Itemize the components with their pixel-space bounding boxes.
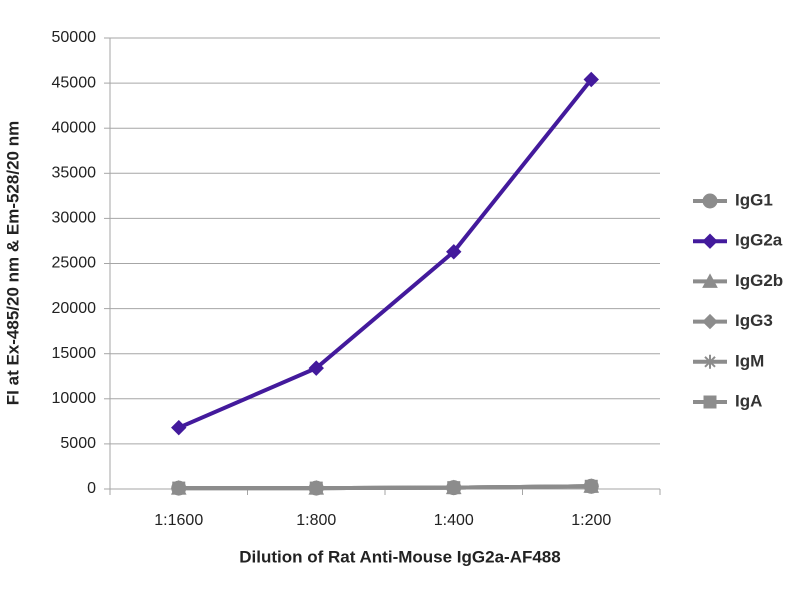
legend-label: IgG2a (735, 231, 783, 250)
data-point (309, 481, 323, 495)
data-point (446, 244, 462, 260)
legend-label: IgG2b (735, 271, 783, 290)
x-tick-label: 1:800 (296, 512, 336, 529)
y-tick-label: 30000 (52, 210, 97, 227)
data-point (447, 481, 461, 495)
y-tick-label: 35000 (52, 165, 97, 182)
data-point (172, 481, 186, 495)
x-tick-label: 1:400 (434, 512, 474, 529)
y-tick-label: 5000 (60, 435, 96, 452)
y-tick-label: 25000 (52, 255, 97, 272)
y-tick-label: 40000 (52, 119, 97, 136)
legend-marker (703, 354, 717, 369)
legend-marker (702, 313, 718, 330)
y-tick-label: 50000 (52, 29, 97, 46)
data-point (308, 360, 324, 376)
y-tick-label: 10000 (52, 390, 97, 407)
legend-label: IgG1 (735, 190, 773, 209)
x-tick-label: 1:1600 (154, 512, 203, 529)
series-line (177, 78, 593, 430)
data-point (171, 419, 187, 436)
y-tick-label: 20000 (52, 300, 97, 317)
y-tick-label: 15000 (52, 345, 97, 362)
series-line (178, 484, 592, 491)
y-axis-label: FI at Ex-485/20 nm & Em-528/20 nm (3, 121, 22, 405)
x-tick-label: 1:200 (571, 512, 611, 529)
legend-marker (703, 395, 717, 409)
y-tick-label: 0 (87, 480, 96, 497)
legend-label: IgA (735, 391, 762, 410)
legend-label: IgG3 (735, 311, 773, 330)
x-axis-label: Dilution of Rat Anti-Mouse IgG2a-AF488 (239, 547, 560, 566)
legend-marker (702, 233, 718, 249)
data-point (583, 71, 599, 88)
legend-marker (702, 193, 718, 209)
legend-label: IgM (735, 351, 764, 370)
data-point (584, 479, 598, 493)
y-tick-label: 45000 (52, 74, 97, 91)
legend-marker (702, 273, 718, 288)
